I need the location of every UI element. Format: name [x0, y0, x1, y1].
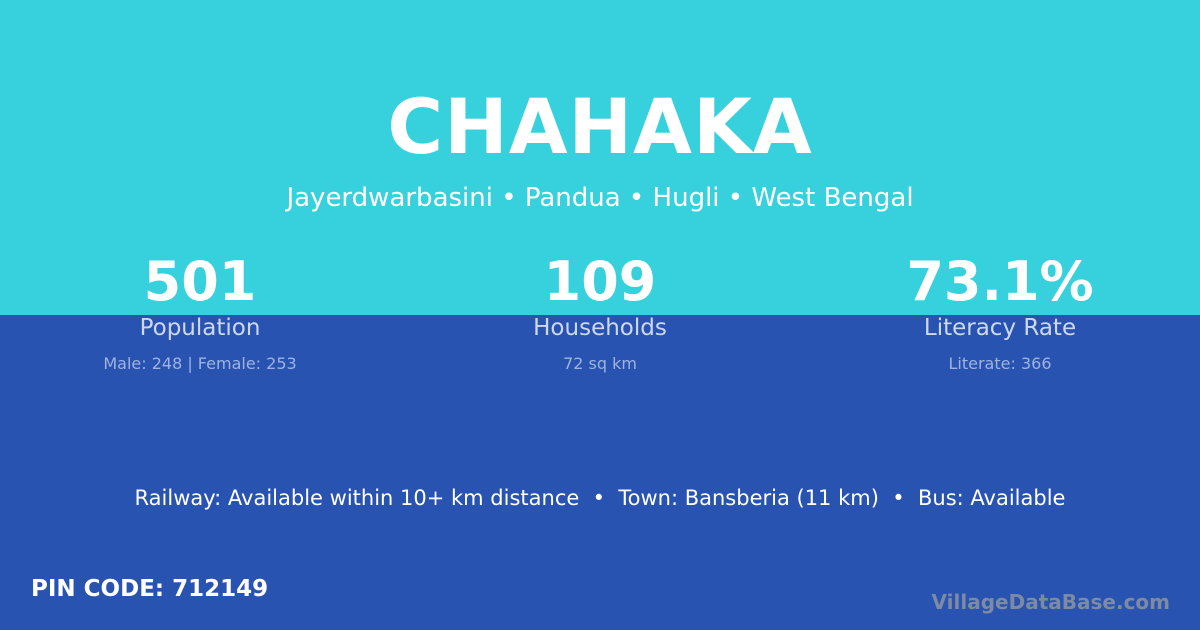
- stat-detail: 72 sq km: [563, 354, 637, 373]
- pin-code: PIN CODE: 712149: [31, 576, 269, 602]
- stat-label: Population: [139, 315, 261, 341]
- stat-value: 501: [143, 250, 257, 313]
- stat-detail: Male: 248 | Female: 253: [103, 354, 297, 373]
- stat-detail: Literate: 366: [948, 354, 1052, 373]
- village-title: CHAHAKA: [387, 82, 813, 171]
- stat-value: 109: [543, 250, 657, 313]
- header-band: [0, 0, 1200, 315]
- watermark: VillageDataBase.com: [931, 590, 1170, 614]
- stat-value: 73.1%: [906, 250, 1094, 313]
- location-breadcrumb: Jayerdwarbasini • Pandua • Hugli • West …: [286, 183, 914, 213]
- amenities-info: Railway: Available within 10+ km distanc…: [134, 486, 1066, 510]
- stat-label: Literacy Rate: [923, 315, 1077, 341]
- stat-label: Households: [533, 315, 667, 341]
